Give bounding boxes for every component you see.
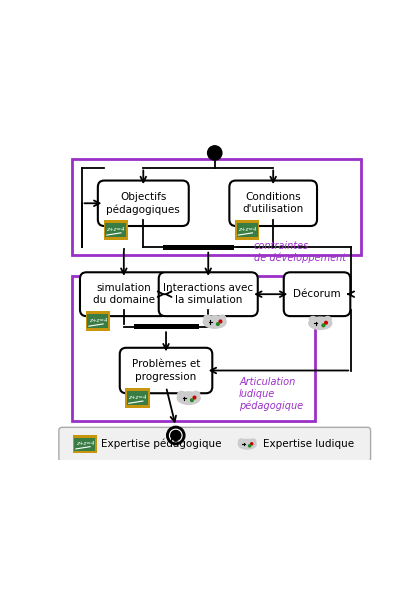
Bar [163,244,234,250]
Circle shape [248,445,251,447]
FancyBboxPatch shape [120,348,212,393]
Ellipse shape [177,392,200,404]
Text: Problèmes et
progression: Problèmes et progression [132,359,200,382]
Ellipse shape [204,315,211,320]
FancyBboxPatch shape [103,220,128,240]
Ellipse shape [324,316,331,322]
FancyBboxPatch shape [87,314,109,328]
Bar [72,276,316,421]
Ellipse shape [250,439,256,443]
FancyBboxPatch shape [125,388,150,408]
Text: Conditions
d'utilisation: Conditions d'utilisation [243,192,304,214]
Ellipse shape [218,315,226,320]
FancyBboxPatch shape [72,435,97,454]
Ellipse shape [309,316,317,322]
Text: z+z=4: z+z=4 [75,441,94,446]
Text: Expertise pédagogique: Expertise pédagogique [101,439,222,449]
FancyBboxPatch shape [59,428,371,461]
Ellipse shape [178,391,185,396]
Text: Objectifs
pédagogiques: Objectifs pédagogiques [106,192,180,215]
FancyBboxPatch shape [80,272,168,316]
Text: Interactions avec
la simulation: Interactions avec la simulation [163,283,253,306]
Text: Décorum: Décorum [293,289,341,299]
Circle shape [193,396,196,399]
Text: Articulation
ludique
pédagogique: Articulation ludique pédagogique [239,377,303,411]
FancyBboxPatch shape [74,438,96,451]
FancyBboxPatch shape [105,223,126,237]
Text: Expertise ludique: Expertise ludique [264,439,354,449]
FancyBboxPatch shape [235,220,259,240]
Text: z+z=4: z+z=4 [106,227,125,231]
Circle shape [325,322,327,324]
Ellipse shape [238,439,256,449]
FancyBboxPatch shape [159,272,258,316]
FancyBboxPatch shape [284,272,350,316]
Circle shape [251,443,253,445]
FancyBboxPatch shape [237,223,258,237]
Ellipse shape [192,391,200,396]
Text: z+z=4: z+z=4 [88,318,107,323]
Ellipse shape [203,316,226,328]
Circle shape [207,146,222,160]
Circle shape [167,426,185,445]
Ellipse shape [239,439,244,443]
Text: contraintes
de développement: contraintes de développement [254,241,346,263]
Bar [72,160,361,255]
FancyBboxPatch shape [98,181,189,226]
FancyBboxPatch shape [85,311,110,331]
Ellipse shape [309,317,332,329]
Circle shape [191,399,193,402]
Text: simulation
du domaine: simulation du domaine [93,283,155,306]
Text: z+z=4: z+z=4 [238,227,256,231]
Circle shape [219,320,222,323]
Circle shape [322,324,325,327]
Circle shape [171,431,181,441]
FancyBboxPatch shape [229,181,317,226]
Circle shape [217,323,219,325]
Bar [134,324,199,329]
FancyBboxPatch shape [127,391,148,405]
Circle shape [170,429,182,442]
Text: z+z=4: z+z=4 [128,395,147,400]
